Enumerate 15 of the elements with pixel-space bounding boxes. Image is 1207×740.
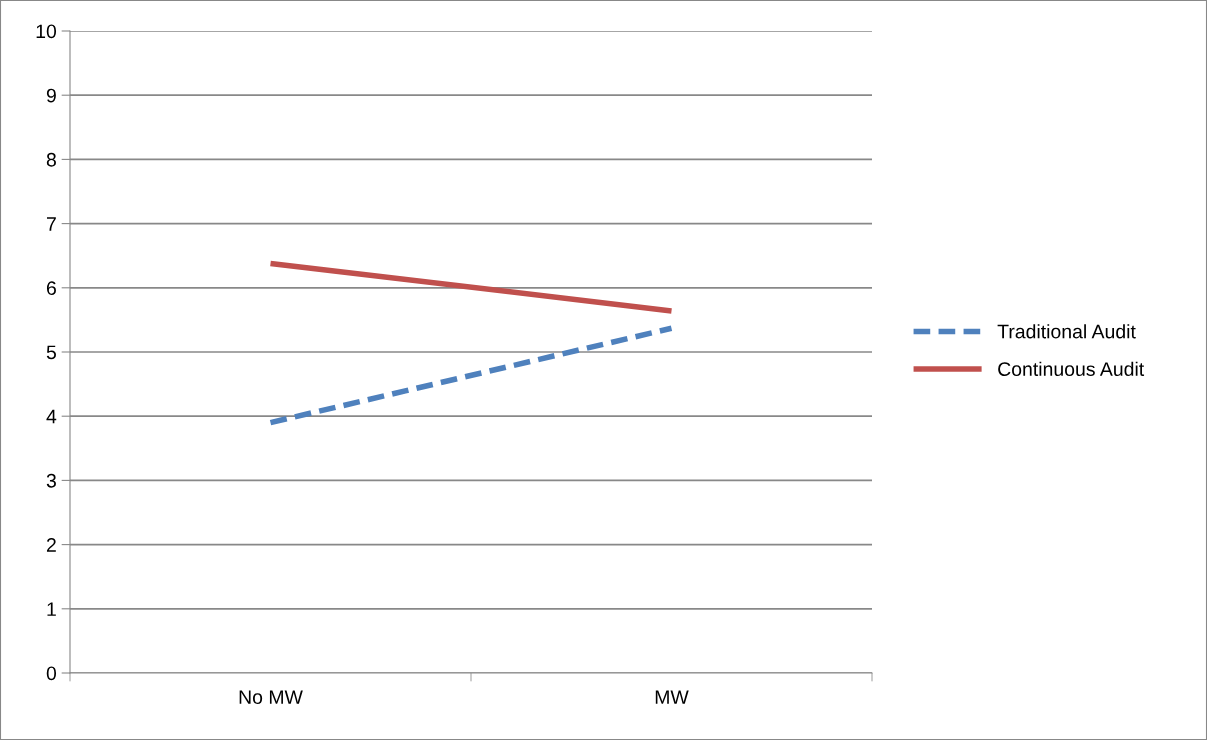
y-tick-label: 6 [46,281,56,296]
legend-label: Continuous Audit [998,361,1145,376]
y-tick-label: 3 [46,473,56,488]
y-tick-label: 10 [36,24,57,39]
y-tick-label: 7 [46,217,56,231]
x-tick-label: No MW [239,690,303,704]
y-tick-label: 0 [46,666,57,681]
y-tick-label: 4 [46,409,57,424]
y-tick-label: 5 [46,345,56,360]
y-tick-label: 2 [46,538,56,552]
y-tick-label: 9 [46,88,56,103]
x-tick-label: MW [655,690,689,704]
legend-label: Traditional Audit [997,324,1136,339]
y-tick-label: 8 [46,152,56,167]
y-tick-label: 1 [47,602,56,616]
